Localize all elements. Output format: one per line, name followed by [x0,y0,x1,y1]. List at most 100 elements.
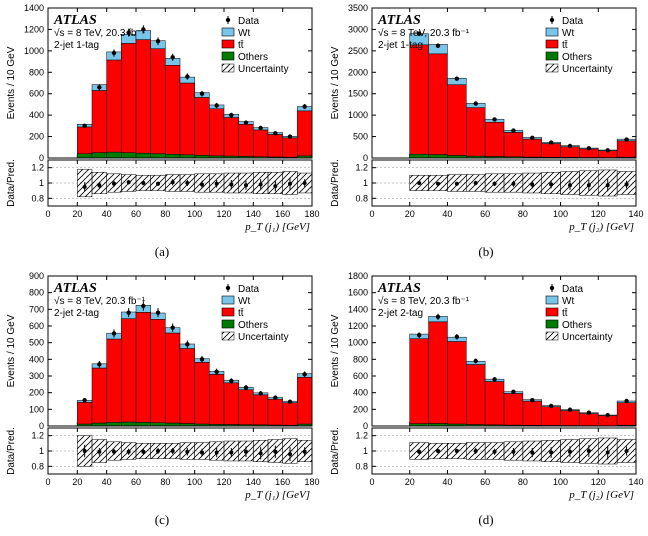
chart-c: 0100200300400500600700800900020406080100… [0,268,324,508]
svg-text:120: 120 [216,209,231,219]
chart-b: 0500100015002000250030003500020406080100… [324,0,648,240]
svg-text:160: 160 [275,477,290,487]
svg-text:0.8: 0.8 [355,461,368,471]
svg-text:20: 20 [405,209,415,219]
svg-text:400: 400 [29,110,44,120]
svg-text:60: 60 [131,209,141,219]
svg-text:Data/Pred.: Data/Pred. [330,159,341,207]
svg-text:80: 80 [518,209,528,219]
svg-text:Uncertainty: Uncertainty [562,332,613,343]
svg-text:Data: Data [562,284,584,295]
svg-text:1.2: 1.2 [31,163,44,173]
svg-text:Wt: Wt [238,28,250,39]
svg-text:100: 100 [553,209,568,219]
svg-text:tt̄: tt̄ [238,307,244,319]
svg-text:1.2: 1.2 [355,431,368,441]
svg-text:60: 60 [480,477,490,487]
svg-text:0: 0 [39,153,44,163]
svg-text:600: 600 [353,371,368,381]
svg-text:140: 140 [628,209,643,219]
svg-text:400: 400 [29,354,44,364]
svg-text:0.8: 0.8 [355,193,368,203]
svg-text:p_T (j₂) [GeV]: p_T (j₂) [GeV] [568,489,634,501]
svg-text:1.2: 1.2 [31,431,44,441]
svg-text:p_T (j₁) [GeV]: p_T (j₁) [GeV] [244,489,310,501]
svg-text:140: 140 [628,477,643,487]
svg-text:Uncertainty: Uncertainty [238,332,289,343]
svg-text:600: 600 [29,321,44,331]
svg-text:Data/Pred.: Data/Pred. [6,427,17,475]
svg-text:0: 0 [39,421,44,431]
caption-d: (d) [324,508,648,536]
svg-text:140: 140 [246,209,261,219]
svg-text:40: 40 [102,477,112,487]
svg-text:Wt: Wt [562,296,574,307]
svg-text:1800: 1800 [348,271,368,281]
svg-text:√s = 8 TeV, 20.3 fb⁻¹: √s = 8 TeV, 20.3 fb⁻¹ [378,27,470,39]
svg-text:Uncertainty: Uncertainty [238,64,289,75]
svg-text:1000: 1000 [348,338,368,348]
svg-text:80: 80 [518,477,528,487]
svg-text:1600: 1600 [348,288,368,298]
svg-text:1: 1 [39,178,44,188]
svg-text:2-jet 1-tag: 2-jet 1-tag [378,40,423,51]
svg-text:0: 0 [363,153,368,163]
svg-text:tt̄: tt̄ [562,307,568,319]
svg-text:180: 180 [304,477,319,487]
svg-text:ATLAS: ATLAS [377,13,421,28]
svg-text:3500: 3500 [348,3,368,13]
svg-text:40: 40 [442,477,452,487]
svg-text:Wt: Wt [238,296,250,307]
svg-text:800: 800 [29,67,44,77]
panel-a: 0200400600800100012001400020406080100120… [0,0,324,268]
svg-text:√s = 8 TeV, 20.3 fb⁻¹: √s = 8 TeV, 20.3 fb⁻¹ [54,27,146,39]
svg-text:Uncertainty: Uncertainty [562,64,613,75]
svg-text:p_T (j₁) [GeV]: p_T (j₁) [GeV] [244,221,310,233]
svg-text:2000: 2000 [348,67,368,77]
svg-text:60: 60 [131,477,141,487]
caption-b: (b) [324,240,648,268]
svg-text:800: 800 [353,354,368,364]
svg-text:Data: Data [238,284,260,295]
svg-text:1200: 1200 [24,24,44,34]
svg-text:20: 20 [405,477,415,487]
svg-text:200: 200 [29,132,44,142]
svg-text:0: 0 [363,421,368,431]
svg-text:ATLAS: ATLAS [53,281,97,296]
svg-text:tt̄: tt̄ [238,39,244,51]
svg-text:1000: 1000 [348,110,368,120]
svg-text:p_T (j₂) [GeV]: p_T (j₂) [GeV] [568,221,634,233]
svg-text:1400: 1400 [24,3,44,13]
svg-text:2-jet 1-tag: 2-jet 1-tag [54,40,99,51]
svg-text:100: 100 [29,404,44,414]
svg-text:180: 180 [304,209,319,219]
svg-text:40: 40 [102,209,112,219]
svg-text:Events / 10 GeV: Events / 10 GeV [6,314,17,387]
svg-text:ATLAS: ATLAS [377,281,421,296]
svg-text:0.8: 0.8 [31,193,44,203]
panel-c: 0100200300400500600700800900020406080100… [0,268,324,536]
svg-text:160: 160 [275,209,290,219]
chart-a: 0200400600800100012001400020406080100120… [0,0,324,240]
svg-text:1000: 1000 [24,46,44,56]
svg-text:700: 700 [29,304,44,314]
svg-text:1400: 1400 [348,304,368,314]
svg-text:1.2: 1.2 [355,163,368,173]
svg-text:Events / 10 GeV: Events / 10 GeV [330,314,341,387]
panel-b: 0500100015002000250030003500020406080100… [324,0,648,268]
svg-text:Others: Others [562,320,592,331]
svg-text:400: 400 [353,388,368,398]
svg-text:800: 800 [29,288,44,298]
svg-text:3000: 3000 [348,24,368,34]
svg-text:0: 0 [369,209,374,219]
svg-text:Others: Others [238,52,268,63]
svg-text:2-jet 2-tag: 2-jet 2-tag [378,308,423,319]
svg-text:0: 0 [45,477,50,487]
svg-text:ATLAS: ATLAS [53,13,97,28]
caption-a: (a) [0,240,324,268]
svg-text:300: 300 [29,371,44,381]
svg-text:140: 140 [246,477,261,487]
svg-text:0: 0 [369,477,374,487]
svg-text:0: 0 [45,209,50,219]
svg-text:Data: Data [562,16,584,27]
